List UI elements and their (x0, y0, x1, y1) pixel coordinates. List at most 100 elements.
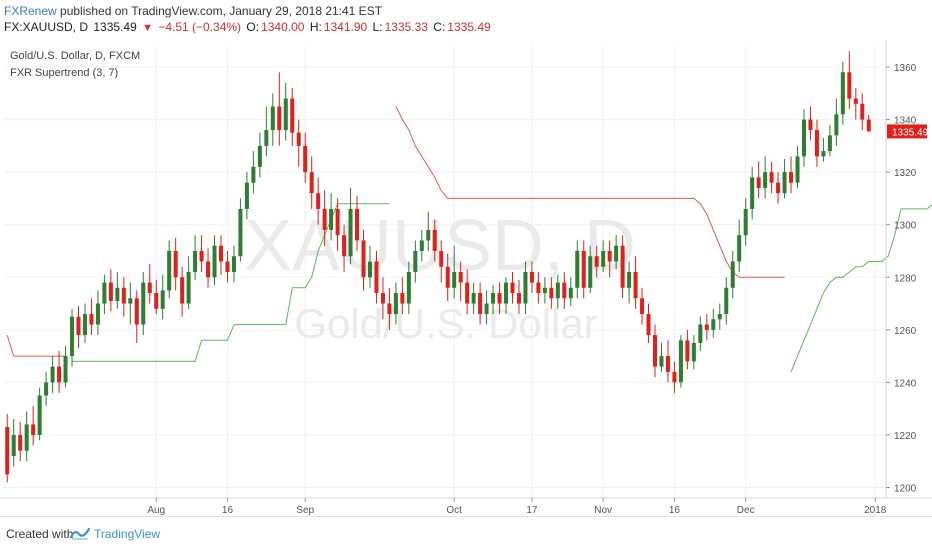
candle (601, 240, 606, 272)
candle-body (711, 319, 716, 330)
candle (853, 88, 858, 120)
watermark-symbol: XAUUSD, D (244, 206, 636, 286)
y-tick-label: 1240 (894, 378, 917, 389)
x-tick-label: Nov (594, 505, 612, 515)
price-chart[interactable]: XAUUSD, D Gold/U.S. Dollar 1200 1220 1240 1… (0, 40, 932, 516)
candle (361, 229, 366, 291)
candle-body (743, 208, 748, 236)
candle-body (847, 72, 852, 99)
candle (497, 282, 502, 315)
candle-body (555, 282, 560, 299)
x-tick-label: Sep (296, 505, 314, 515)
candle-body (646, 314, 651, 336)
candle-body (348, 208, 353, 257)
candle (134, 290, 139, 343)
candle-body (827, 135, 832, 152)
candle-body (698, 324, 703, 343)
supertrend-down-line (395, 106, 785, 278)
candle (523, 261, 528, 315)
candle-body (63, 356, 68, 383)
last-price-label: 1335.49 (892, 127, 929, 138)
candle-body (400, 293, 405, 304)
candle-body (322, 208, 327, 230)
candle-body (160, 290, 165, 309)
candle (536, 272, 541, 304)
candle (646, 303, 651, 343)
candle (471, 282, 476, 315)
candle-body (186, 272, 191, 304)
candle (445, 253, 450, 301)
candle (717, 303, 722, 330)
candle-body (504, 282, 509, 304)
candle (257, 132, 262, 178)
candle-body (808, 119, 813, 131)
candle (355, 195, 360, 251)
candle (225, 250, 230, 283)
candle-body (108, 282, 113, 301)
candle (627, 261, 632, 304)
candle (685, 329, 690, 370)
candle-body (277, 106, 282, 131)
tradingview-link[interactable]: TradingView (94, 527, 161, 541)
candle-body (789, 172, 794, 183)
candle-body (860, 103, 865, 120)
footer: Created with TradingView (0, 516, 932, 551)
x-tick-label: 16 (669, 505, 681, 515)
candle (607, 240, 612, 278)
candle-body (704, 324, 709, 330)
candle (393, 282, 398, 325)
candle (640, 287, 645, 325)
candle-body (329, 208, 334, 230)
candle-body (309, 172, 314, 194)
candle (691, 335, 696, 370)
candle (251, 151, 256, 194)
candle-body (724, 287, 729, 315)
created-with-text: Created with (6, 527, 74, 541)
candle (426, 211, 431, 251)
candle-body (607, 250, 612, 262)
candle-body (471, 293, 476, 304)
candle (199, 235, 204, 272)
candle-body (355, 208, 360, 241)
candle (659, 342, 664, 372)
candle (57, 350, 62, 393)
candle-body (594, 256, 599, 267)
candle-body (206, 261, 211, 278)
candle-body (750, 177, 755, 209)
candle (270, 93, 275, 146)
y-tick-label: 1280 (894, 273, 917, 284)
candle (367, 245, 372, 288)
candle-body (290, 98, 295, 133)
candle (348, 187, 353, 265)
candle (808, 106, 813, 141)
candle-body (180, 277, 185, 304)
candle (50, 356, 55, 393)
candle (218, 235, 224, 275)
candle-body (199, 250, 204, 262)
candle (277, 72, 282, 146)
candle (821, 137, 826, 162)
publisher-link[interactable]: FXRenew (4, 4, 57, 18)
candle-body (374, 261, 379, 294)
candle (374, 250, 379, 304)
candle (504, 277, 509, 315)
chart-area[interactable]: XAUUSD, D Gold/U.S. Dollar 1200 1220 1240 1… (0, 40, 932, 516)
candle-body (665, 356, 670, 372)
candle (614, 235, 619, 270)
candle (704, 314, 709, 341)
candle (549, 277, 554, 309)
candle (115, 272, 120, 309)
candle-body (562, 282, 567, 299)
candle-body (316, 193, 321, 209)
candle (95, 290, 100, 336)
candle-body (568, 287, 573, 299)
candle-body (296, 132, 301, 146)
candle-body (95, 303, 100, 325)
candle-body (581, 250, 586, 288)
candle-body (458, 272, 463, 283)
candle-body (840, 72, 845, 115)
candle-body (445, 266, 450, 288)
candle-body (801, 119, 806, 157)
candle (76, 306, 81, 349)
candle-body (367, 261, 372, 278)
